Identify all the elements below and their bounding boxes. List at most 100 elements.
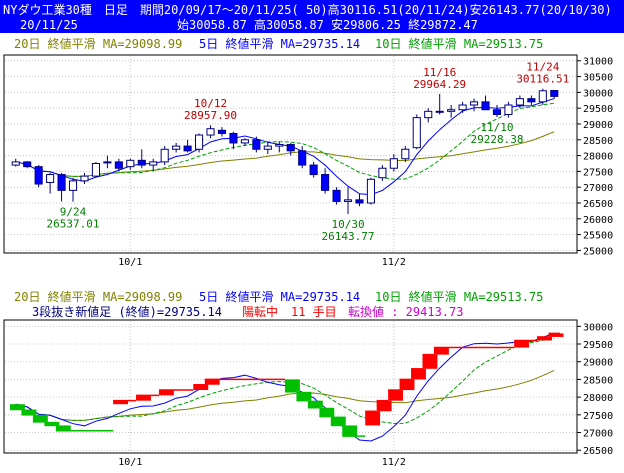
annotation-date: 9/24 [60, 206, 87, 219]
candle-body-down [492, 109, 502, 115]
candle [309, 161, 318, 178]
upper-y-tick-label: 29000 [583, 120, 613, 131]
candle-body-up [401, 148, 410, 160]
candle [321, 168, 330, 194]
lower-y-tick-label: 26500 [583, 446, 613, 457]
candle-body-up [378, 167, 387, 179]
brick-up [365, 411, 381, 426]
candle [172, 142, 181, 153]
lower-y-axis: 26500 27000 27500 28000 28500 29000 29500 30000 [577, 322, 613, 457]
brick-up [433, 347, 449, 355]
candle [252, 136, 261, 153]
candle [149, 158, 158, 172]
candle [23, 161, 32, 169]
candle [11, 158, 20, 167]
candle-body-up [160, 148, 169, 163]
upper-y-tick-label: 26000 [583, 215, 613, 226]
candle-body-down [137, 159, 146, 166]
upper-x-axis: 10/1 11/2 [118, 257, 406, 268]
legend-ma10: 10日 終値平滑 MA=29513.75 [375, 36, 543, 51]
candle-body-down [252, 139, 261, 150]
candle [527, 95, 536, 105]
candle [470, 98, 479, 112]
candle-body-up [458, 104, 467, 111]
candle [366, 177, 375, 205]
upper-x-tick-label: 10/1 [118, 257, 142, 268]
annotation-value: 28957.90 [184, 109, 237, 122]
candle-body-down [23, 161, 32, 168]
candle [343, 187, 353, 215]
candle-body-up [195, 134, 204, 150]
candle [206, 125, 215, 139]
turn-count: 11 手目 [291, 305, 337, 319]
candle-body-up [172, 145, 181, 150]
trend-status: 陽転中 [242, 304, 278, 319]
candle [80, 172, 89, 185]
candle [240, 138, 249, 147]
candle [46, 172, 55, 194]
brick-down [10, 404, 25, 410]
lower-legend-ma20: 20日 終値平滑 MA=29098.99 [14, 289, 182, 304]
candle [137, 149, 146, 169]
candle-body-up [46, 174, 55, 183]
candle [160, 146, 169, 166]
candle-body-down [298, 150, 307, 166]
candle [229, 131, 238, 150]
header-date: 20/11/25 [20, 18, 78, 32]
candle-body-down [550, 90, 559, 97]
candle [378, 165, 387, 181]
candle [424, 108, 433, 123]
candle [114, 158, 123, 172]
legend-ma20: 20日 終値平滑 MA=29098.99 [14, 36, 182, 51]
brick-down [285, 379, 300, 392]
candle-body-up [91, 162, 100, 177]
candle-body-down [527, 98, 536, 103]
annotation-date: 11/16 [423, 66, 456, 79]
candle-body-down [229, 132, 238, 144]
annotation-date: 11/10 [480, 121, 513, 134]
candlestick-series [11, 88, 559, 215]
brick-up [548, 333, 564, 337]
candle-body-up [240, 139, 249, 144]
header-ohlc: 始30058.87 高30058.87 安29806.25 終29872.47 [177, 17, 478, 32]
candle [275, 141, 284, 153]
candle-body-up [263, 145, 272, 150]
brick-up [422, 354, 438, 369]
brick-down [319, 407, 335, 417]
upper-y-tick-label: 28500 [583, 136, 613, 147]
header-bar [0, 0, 624, 33]
candle [57, 172, 66, 202]
candle [538, 88, 547, 105]
annotation-date: 11/24 [526, 61, 559, 74]
candle-body-up [275, 144, 284, 147]
brick-down [342, 425, 358, 437]
upper-y-tick-label: 29500 [583, 104, 613, 115]
three-line-break-series [10, 332, 564, 437]
brick-up [399, 379, 415, 391]
upper-grid [5, 56, 576, 252]
candle [389, 154, 398, 172]
candle-body-down [321, 174, 330, 191]
lower-x-tick-label: 11/2 [382, 457, 406, 468]
lower-x-axis: 10/1 11/2 [118, 457, 406, 468]
candle [68, 177, 78, 202]
candle-body-down [309, 164, 318, 176]
candle-body-down [57, 174, 66, 191]
candle [286, 142, 295, 156]
candle-body-up [515, 98, 524, 106]
candle-body-up [206, 128, 215, 136]
upper-y-axis: 25000 25500 26000 26500 27000 27500 28000 28500… [577, 57, 613, 257]
lower-legend-ma5: 5日 終値平滑 MA=29735.14 [199, 289, 360, 304]
candle-body-up [435, 110, 444, 113]
brick-up [376, 400, 392, 412]
annotation-value: 29964.29 [413, 78, 466, 91]
annotation-date: 10/12 [194, 97, 227, 110]
upper-y-tick-label: 26500 [583, 199, 613, 210]
ma10-line [15, 102, 555, 180]
candle-body-up [103, 161, 112, 164]
lower-x-tick-label: 10/1 [118, 457, 142, 468]
brick-up [514, 340, 530, 348]
lower-y-tick-label: 30000 [583, 322, 613, 333]
